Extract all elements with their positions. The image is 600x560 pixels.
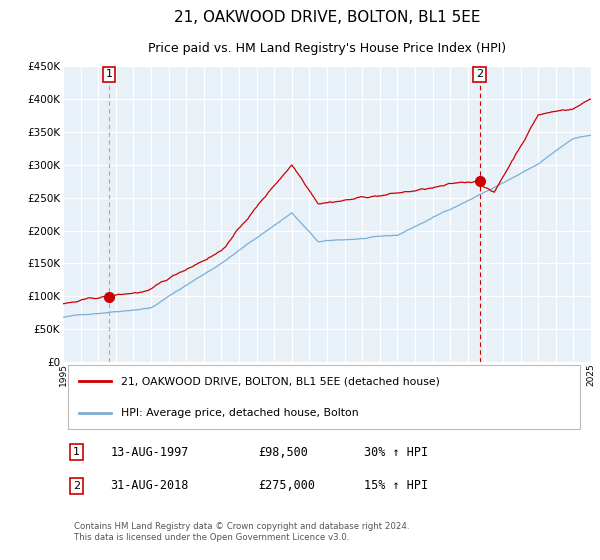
Text: £275,000: £275,000 [259, 479, 316, 492]
Text: 21, OAKWOOD DRIVE, BOLTON, BL1 5EE: 21, OAKWOOD DRIVE, BOLTON, BL1 5EE [174, 10, 480, 25]
FancyBboxPatch shape [68, 365, 580, 430]
Text: £98,500: £98,500 [259, 446, 308, 459]
Text: 15% ↑ HPI: 15% ↑ HPI [364, 479, 428, 492]
Text: 2: 2 [476, 69, 483, 80]
Text: 1: 1 [73, 447, 80, 457]
Text: 2: 2 [73, 481, 80, 491]
Text: Price paid vs. HM Land Registry's House Price Index (HPI): Price paid vs. HM Land Registry's House … [148, 42, 506, 55]
Text: 13-AUG-1997: 13-AUG-1997 [110, 446, 189, 459]
Text: 30% ↑ HPI: 30% ↑ HPI [364, 446, 428, 459]
Text: 21, OAKWOOD DRIVE, BOLTON, BL1 5EE (detached house): 21, OAKWOOD DRIVE, BOLTON, BL1 5EE (deta… [121, 376, 440, 386]
Text: 31-AUG-2018: 31-AUG-2018 [110, 479, 189, 492]
Text: HPI: Average price, detached house, Bolton: HPI: Average price, detached house, Bolt… [121, 408, 359, 418]
Text: 1: 1 [106, 69, 113, 80]
Text: Contains HM Land Registry data © Crown copyright and database right 2024.
This d: Contains HM Land Registry data © Crown c… [74, 522, 409, 542]
